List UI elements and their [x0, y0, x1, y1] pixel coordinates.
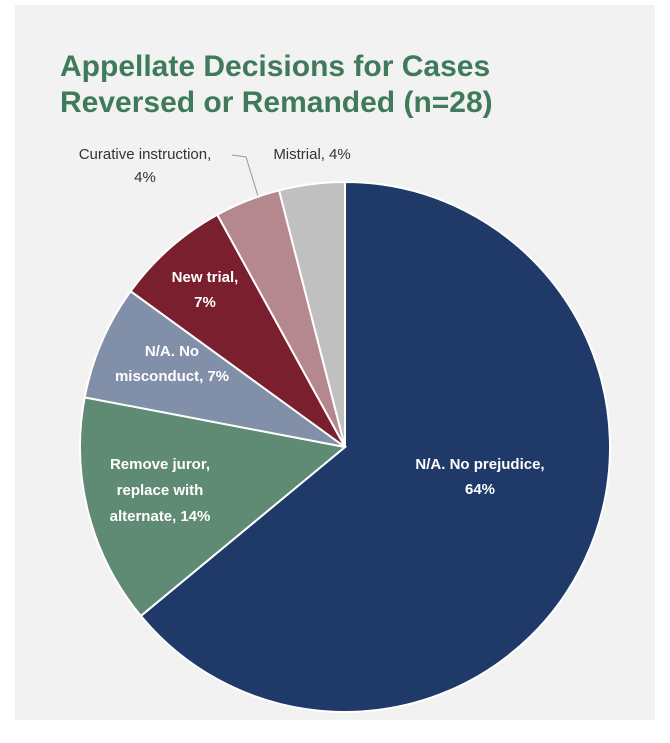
value-label: 14% [180, 508, 210, 525]
label-line: N/A. No [145, 343, 199, 360]
label-line: Remove juror, [110, 456, 210, 473]
slice-label: N/A. No prejudice, [415, 456, 544, 473]
leader-line [231, 154, 259, 197]
slice-label: New trial, [172, 269, 239, 286]
label-line: alternate, [110, 508, 177, 525]
value-label: 64% [465, 481, 495, 498]
chart-title: Appellate Decisions for Cases [60, 50, 490, 83]
slice-label: Remove juror, replace with alternate, [110, 456, 210, 525]
slice-label: Curative instruction, [79, 146, 212, 163]
value-label: 4% [329, 146, 351, 163]
label-line: misconduct, [115, 368, 203, 385]
pie-slice [129, 213, 346, 448]
label-line: Curative instruction, [79, 146, 212, 163]
slice-label: N/A. No misconduct, [115, 343, 203, 385]
value-label: 4% [134, 169, 156, 186]
value-label: 7% [207, 368, 229, 385]
value-label: 7% [194, 294, 216, 311]
label-line: New trial, [172, 269, 239, 286]
label-line: Mistrial, [273, 146, 325, 163]
pie-slice [277, 180, 346, 448]
pie-slice [83, 289, 346, 448]
slice-label: Mistrial, [273, 146, 325, 163]
label-line: N/A. No prejudice, [415, 456, 544, 473]
chart-title: Reversed or Remanded (n=28) [60, 86, 493, 119]
label-line: replace with [117, 482, 204, 499]
pie-slice [139, 180, 611, 713]
pie-slice [79, 396, 348, 618]
